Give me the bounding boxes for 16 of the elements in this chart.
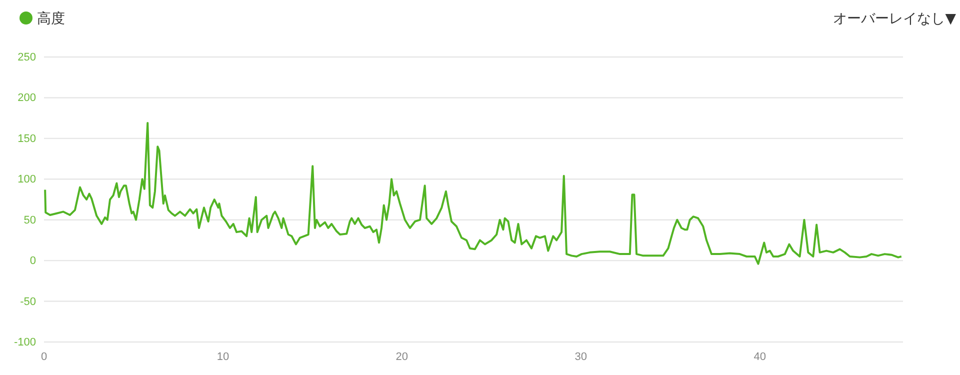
y-tick-label: -100 <box>14 336 36 349</box>
line-series <box>44 122 902 265</box>
y-tick-label: 50 <box>24 214 36 226</box>
x-tick-label: 40 <box>754 350 766 363</box>
x-tick-label: 0 <box>40 350 48 363</box>
legend-label: 高度 <box>37 11 65 27</box>
y-tick-label: 250 <box>18 52 36 64</box>
y-tick-label: 0 <box>30 255 36 268</box>
y-tick-label: 100 <box>18 174 36 186</box>
y-tick-label: -50 <box>20 296 36 308</box>
y-tick-label: 150 <box>18 132 36 145</box>
x-tick-label: 30 <box>574 350 587 363</box>
x-tick-label: 10 <box>216 350 230 363</box>
y-tick-label: 200 <box>18 92 36 104</box>
x-tick-label: 20 <box>396 350 408 363</box>
text: オーバーレイなし▼ <box>833 11 956 27</box>
